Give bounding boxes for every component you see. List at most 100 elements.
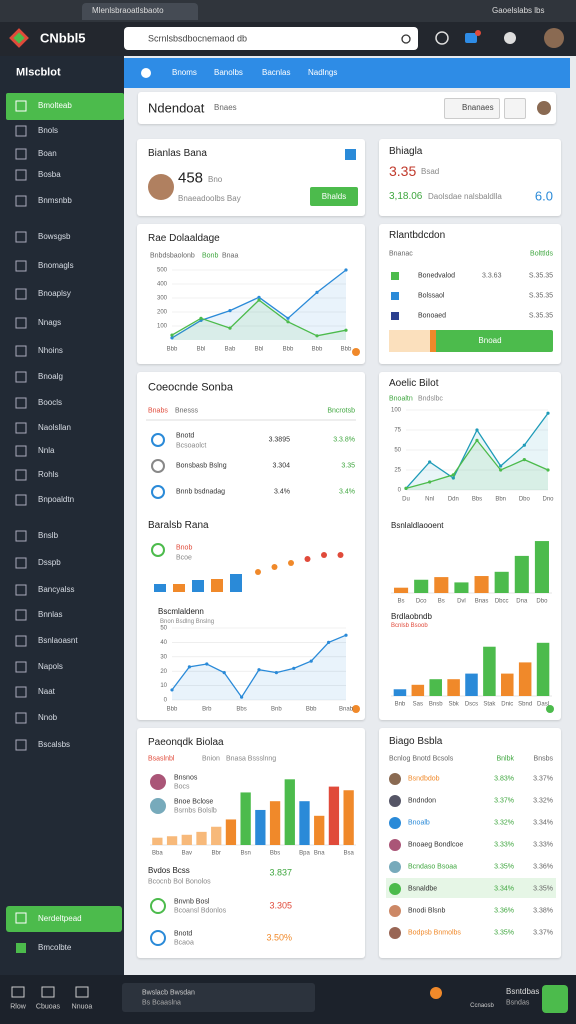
bar: [314, 815, 325, 845]
point: [228, 309, 232, 313]
row-value: 3.36%: [533, 863, 553, 871]
sidebar-icon: [15, 100, 27, 112]
row-value: 3.83%: [494, 775, 514, 783]
sidebar-footer-button[interactable]: [6, 906, 122, 932]
tab: Bnasa Bssslnng: [226, 755, 277, 763]
point: [257, 668, 261, 672]
search-text: Scrnlsbsdbocnemaod db: [148, 33, 248, 44]
info-text: Bsndas: [506, 999, 530, 1007]
bar: [240, 792, 251, 845]
row-value: 3.35: [341, 462, 355, 470]
point: [475, 438, 479, 442]
x-tick-label: Bbb: [312, 347, 323, 353]
x-tick-label: Bbb: [306, 707, 317, 713]
bar: [534, 541, 549, 593]
legend-item: Bnoaltn: [389, 395, 413, 403]
row-icon: [151, 459, 165, 473]
icon[interactable]: [465, 33, 477, 43]
legend-item: Bnbdsbaolonb: [150, 252, 195, 260]
sidebar-footer-item: Nerdeltpead: [38, 914, 82, 923]
bar: [230, 574, 242, 592]
point: [170, 333, 174, 337]
row-name: Bsnaldbe: [408, 885, 438, 893]
point: [428, 460, 432, 464]
sidebar-icon: [15, 584, 27, 596]
y-tick-label: 500: [157, 268, 168, 274]
column-header: Bolttlds: [530, 250, 553, 258]
action-button[interactable]: [542, 985, 568, 1013]
x-tick-label: Bav: [182, 851, 192, 857]
sidebar-icon: [15, 397, 27, 409]
avatar: [389, 795, 401, 807]
point: [170, 336, 174, 340]
y-tick-label: 50: [394, 448, 401, 454]
card-title: Biago Bsbla: [389, 736, 443, 747]
card-title: Bsnlaldlaooent: [391, 521, 444, 530]
x-tick-label: Bbs: [472, 497, 482, 503]
x-tick-label: Ddn: [448, 497, 459, 503]
x-tick-label: Sas: [413, 702, 423, 708]
x-tick-label: Dbcc: [495, 599, 509, 605]
sidebar-footer-item: Bmcolbte: [38, 943, 72, 952]
notice-text: Bwslacb Bwsdan: [142, 989, 195, 997]
avatar: [389, 927, 401, 939]
header-button[interactable]: [444, 98, 500, 119]
point: [404, 486, 408, 490]
row-name: Bnvnb Bosl: [174, 898, 210, 906]
row-value: 3.4%: [274, 488, 290, 496]
row-name: Bnoaeg Bondlcoe: [408, 841, 464, 849]
row-name: Bndndon: [408, 797, 437, 805]
row-value: 3.4%: [339, 488, 355, 496]
y-tick-label: 100: [391, 408, 402, 414]
y-tick-label: 20: [160, 669, 167, 675]
row-name: Bnnb bsdnadag: [176, 488, 226, 496]
sidebar-icon: [16, 943, 26, 953]
bar: [225, 819, 237, 845]
icon: [151, 543, 165, 557]
search-box[interactable]: [124, 27, 418, 50]
icon[interactable]: [435, 31, 449, 45]
x-tick-label: Bnb: [395, 702, 406, 708]
x-tick-label: Bbs: [236, 707, 246, 713]
icon[interactable]: [504, 32, 516, 44]
point: [286, 320, 290, 324]
y-tick-label: 300: [157, 296, 168, 302]
y-tick-label: 0: [164, 698, 168, 704]
point: [222, 671, 226, 675]
avatar: [389, 773, 401, 785]
x-tick-label: Bna: [314, 851, 325, 857]
notice-text: Bs Bcaaslna: [142, 999, 181, 1007]
sidebar-icon: [15, 686, 27, 698]
bar: [196, 831, 207, 845]
row-value: 3.34%: [533, 819, 553, 827]
x-tick-label: Bbl: [255, 347, 264, 353]
point: [292, 666, 296, 670]
sidebar-icon: [15, 739, 27, 751]
y-tick-label: 10: [160, 683, 167, 689]
bar: [501, 673, 514, 696]
bar: [343, 790, 354, 845]
point: [546, 468, 550, 472]
sidebar-item: Naolsllan: [38, 423, 71, 432]
y-tick-label: 100: [157, 324, 168, 330]
x-tick-label: Brb: [202, 707, 212, 713]
row-value: 3.3895: [268, 436, 290, 444]
button-label: Bnoad: [478, 336, 502, 345]
sidebar-title: Mlscblot: [16, 66, 61, 79]
x-tick-label: Dbo: [519, 497, 531, 503]
summary-button[interactable]: [310, 187, 358, 206]
x-tick-label: Dscs: [465, 702, 478, 708]
avatar[interactable]: [544, 28, 564, 48]
bar: [284, 779, 295, 845]
y-tick-label: 50: [160, 626, 167, 632]
row-icon: [151, 433, 165, 447]
sidebar-item: Nnob: [38, 713, 58, 722]
x-tick-label: Bba: [152, 851, 163, 857]
y-tick-label: 200: [157, 310, 168, 316]
browser-tab[interactable]: [82, 3, 198, 20]
sidebar-icon: [15, 494, 27, 506]
user-name: Gaoelslabs lbs: [492, 6, 545, 15]
sidebar-item: Boan: [38, 149, 57, 158]
header-icon-button[interactable]: [504, 98, 526, 119]
status-dot: [430, 987, 442, 999]
